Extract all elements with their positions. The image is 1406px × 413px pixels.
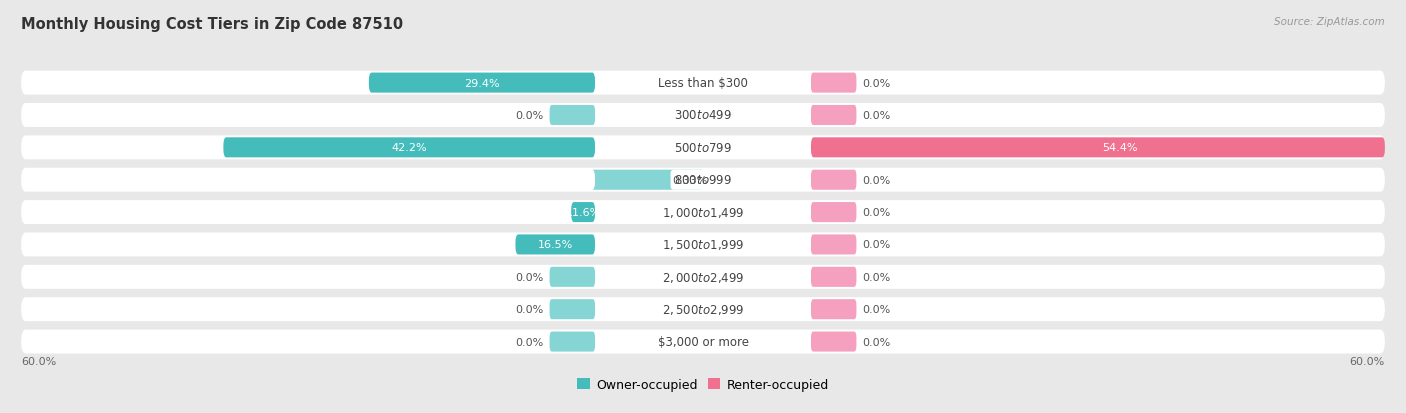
- Text: 60.0%: 60.0%: [1350, 356, 1385, 366]
- Text: 0.0%: 0.0%: [862, 78, 890, 88]
- Text: 0.0%: 0.0%: [862, 208, 890, 218]
- Text: 11.6%: 11.6%: [565, 208, 600, 218]
- Legend: Owner-occupied, Renter-occupied: Owner-occupied, Renter-occupied: [572, 373, 834, 396]
- FancyBboxPatch shape: [21, 201, 1385, 225]
- Text: $300 to $499: $300 to $499: [673, 109, 733, 122]
- Text: $2,500 to $2,999: $2,500 to $2,999: [662, 302, 744, 316]
- Text: 0.0%: 0.0%: [516, 111, 544, 121]
- Text: $3,000 or more: $3,000 or more: [658, 335, 748, 348]
- FancyBboxPatch shape: [811, 299, 856, 319]
- Text: $1,000 to $1,499: $1,000 to $1,499: [662, 206, 744, 220]
- FancyBboxPatch shape: [811, 332, 856, 352]
- FancyBboxPatch shape: [550, 106, 595, 126]
- Text: $2,000 to $2,499: $2,000 to $2,499: [662, 270, 744, 284]
- Text: 16.5%: 16.5%: [537, 240, 572, 250]
- Text: 29.4%: 29.4%: [464, 78, 499, 88]
- Text: 0.0%: 0.0%: [516, 337, 544, 347]
- FancyBboxPatch shape: [811, 138, 1385, 158]
- Text: 0.0%: 0.0%: [516, 304, 544, 314]
- Text: 0.0%: 0.0%: [862, 337, 890, 347]
- FancyBboxPatch shape: [21, 71, 1385, 95]
- FancyBboxPatch shape: [224, 138, 595, 158]
- Text: $500 to $799: $500 to $799: [673, 142, 733, 154]
- Text: 0.0%: 0.0%: [862, 240, 890, 250]
- Text: 60.0%: 60.0%: [21, 356, 56, 366]
- Text: 0.0%: 0.0%: [862, 175, 890, 185]
- Text: Less than $300: Less than $300: [658, 77, 748, 90]
- FancyBboxPatch shape: [811, 170, 856, 190]
- Text: Source: ZipAtlas.com: Source: ZipAtlas.com: [1274, 17, 1385, 26]
- FancyBboxPatch shape: [811, 202, 856, 223]
- FancyBboxPatch shape: [21, 233, 1385, 257]
- FancyBboxPatch shape: [592, 170, 702, 190]
- FancyBboxPatch shape: [21, 169, 1385, 192]
- FancyBboxPatch shape: [811, 74, 856, 93]
- Text: 0.0%: 0.0%: [516, 272, 544, 282]
- FancyBboxPatch shape: [571, 202, 595, 223]
- FancyBboxPatch shape: [811, 235, 856, 255]
- Text: 54.4%: 54.4%: [1102, 143, 1137, 153]
- FancyBboxPatch shape: [21, 330, 1385, 354]
- FancyBboxPatch shape: [21, 297, 1385, 321]
- FancyBboxPatch shape: [550, 299, 595, 319]
- FancyBboxPatch shape: [21, 104, 1385, 128]
- Text: $800 to $999: $800 to $999: [673, 174, 733, 187]
- FancyBboxPatch shape: [550, 332, 595, 352]
- Text: 0.0%: 0.0%: [862, 111, 890, 121]
- FancyBboxPatch shape: [516, 235, 595, 255]
- Text: 42.2%: 42.2%: [391, 143, 427, 153]
- Text: 0.0%: 0.0%: [862, 304, 890, 314]
- Text: Monthly Housing Cost Tiers in Zip Code 87510: Monthly Housing Cost Tiers in Zip Code 8…: [21, 17, 404, 31]
- Text: 0.33%: 0.33%: [672, 175, 707, 185]
- FancyBboxPatch shape: [21, 136, 1385, 160]
- FancyBboxPatch shape: [811, 267, 856, 287]
- FancyBboxPatch shape: [811, 106, 856, 126]
- FancyBboxPatch shape: [550, 267, 595, 287]
- FancyBboxPatch shape: [368, 74, 595, 93]
- Text: 0.0%: 0.0%: [862, 272, 890, 282]
- FancyBboxPatch shape: [21, 265, 1385, 289]
- Text: $1,500 to $1,999: $1,500 to $1,999: [662, 238, 744, 252]
